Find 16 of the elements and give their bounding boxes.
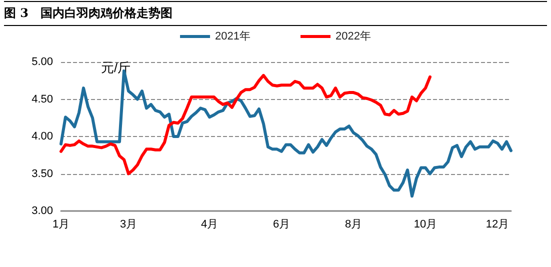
x-tick-label: 6月 <box>272 218 290 230</box>
x-tick-label: 10月 <box>414 218 438 230</box>
x-tick-label: 1月 <box>52 218 70 230</box>
chart-title: 图 3 国内白羽肉鸡价格走势图 <box>4 1 547 26</box>
line-series <box>60 74 432 176</box>
legend-label: 2022年 <box>336 30 371 42</box>
y-tick-label: 4.50 <box>32 93 53 106</box>
x-tick-label: 3月 <box>120 218 138 230</box>
x-tick-label: 4月 <box>200 218 218 230</box>
x-tick-label: 8月 <box>344 218 362 230</box>
y-tick-label: 3.50 <box>32 168 53 180</box>
y-tick-label: 5.00 <box>32 56 53 68</box>
x-tick-label: 12月 <box>486 218 510 230</box>
legend-label: 2021年 <box>215 30 251 42</box>
y-tick-label: 3.00 <box>32 205 53 217</box>
y-tick-label: 4.00 <box>32 130 53 142</box>
